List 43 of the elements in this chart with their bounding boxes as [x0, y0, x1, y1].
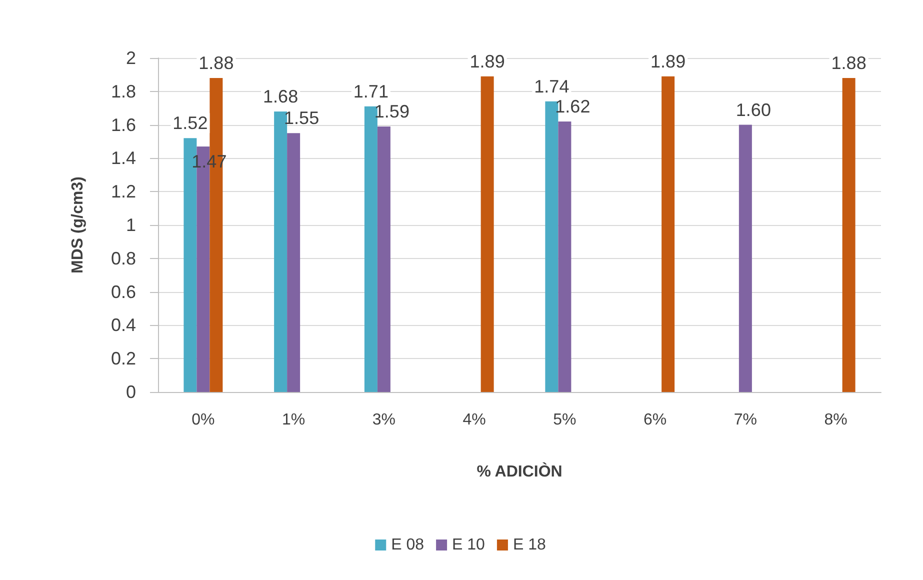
legend-label: E 10 [452, 536, 486, 554]
y-tick-label: 1.2 [110, 182, 136, 202]
bar [662, 76, 675, 392]
x-tick-label: 7% [734, 412, 757, 428]
y-tick-label: 1.4 [110, 148, 136, 168]
x-tick-label: 0% [192, 412, 215, 428]
y-tick-label: 2 [126, 48, 136, 68]
legend-label: E 18 [512, 536, 546, 554]
data-label: 1.88 [831, 53, 866, 74]
x-tick-label: 8% [824, 412, 848, 428]
x-tick-label: 6% [644, 412, 667, 428]
y-tick-label: 1.8 [110, 81, 136, 102]
bar [545, 101, 558, 392]
bar [377, 126, 390, 392]
x-tick-label: 3% [372, 412, 396, 428]
data-label: 1.89 [470, 51, 505, 72]
bar [558, 121, 572, 392]
data-label: 1.71 [353, 81, 388, 102]
bar [738, 124, 752, 392]
bar [842, 78, 856, 392]
bar [480, 76, 494, 392]
y-tick-label: 0.6 [110, 282, 136, 302]
y-tick-label: 1 [126, 215, 136, 235]
legend-label: E 08 [391, 536, 424, 554]
bar [364, 106, 378, 392]
data-label: 1.74 [534, 76, 570, 96]
bar [287, 133, 300, 392]
x-axis-title: % ADICIÒN [476, 462, 562, 480]
data-label: 1.68 [263, 86, 298, 106]
data-label: 1.60 [736, 100, 771, 120]
y-axis-title: MDS (g/cm3) [70, 176, 86, 274]
data-label: 1.88 [198, 53, 234, 74]
y-tick-label: 1.6 [110, 114, 136, 135]
x-tick-label: 1% [282, 412, 306, 428]
data-label: 1.47 [192, 152, 227, 172]
y-tick-label: 0.4 [110, 315, 136, 336]
y-tick-label: 0.2 [110, 348, 136, 369]
y-tick-label: 0.8 [110, 248, 136, 268]
data-label: 1.52 [172, 113, 208, 134]
x-tick-label: 5% [553, 412, 576, 428]
data-label: 1.89 [650, 51, 686, 72]
x-tick-label: 4% [462, 412, 486, 428]
y-tick-label: 0 [126, 382, 136, 402]
